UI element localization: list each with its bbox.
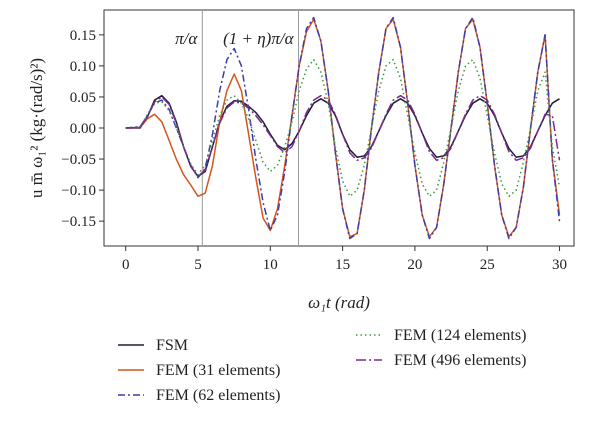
y-tick-label: 0.00 [70, 121, 96, 137]
series-line-2 [125, 16, 561, 240]
legend-label-3: FEM (124 elements) [394, 327, 526, 344]
legend-label-0: FSM [156, 337, 188, 354]
y-tick-label: −0.15 [61, 214, 96, 230]
y-tick-label: −0.05 [61, 152, 96, 168]
legend-label-1: FEM (31 elements) [156, 362, 280, 379]
x-tick-label: 30 [552, 257, 567, 273]
y-tick-label: 0.05 [70, 90, 96, 106]
y-tick-label: 0.10 [70, 59, 96, 75]
x-tick-label: 5 [194, 257, 202, 273]
marker-label: π/α [175, 29, 198, 48]
x-tick-label: 15 [335, 257, 350, 273]
series-line-4 [125, 94, 561, 178]
y-tick-label: 0.15 [70, 28, 96, 44]
y-axis-label: u m̄ ω₁² (kg·(rad/s)²) [27, 58, 46, 198]
y-tick-label: −0.10 [61, 183, 96, 199]
x-tick-label: 10 [263, 257, 278, 273]
legend-label-2: FEM (62 elements) [156, 387, 280, 404]
x-tick-label: 25 [480, 257, 495, 273]
series-group [125, 16, 561, 240]
x-axis-label: ω₁t (rad) [308, 293, 370, 312]
legend: FSM FEM (31 elements) FEM (62 elements) FEM… [118, 327, 526, 404]
x-axis-ticks: 0 5 10 15 20 25 30 [122, 246, 567, 273]
series-line-3 [125, 58, 561, 198]
vertical-markers: π/α (1 + η)π/α [175, 10, 300, 246]
y-axis-ticks: −0.15 −0.10 −0.05 0.00 0.05 0.10 0.15 [61, 28, 104, 230]
x-tick-label: 0 [122, 257, 130, 273]
marker-label: (1 + η)π/α [223, 29, 294, 48]
x-tick-label: 20 [407, 257, 422, 273]
legend-label-4: FEM (496 elements) [394, 352, 526, 369]
